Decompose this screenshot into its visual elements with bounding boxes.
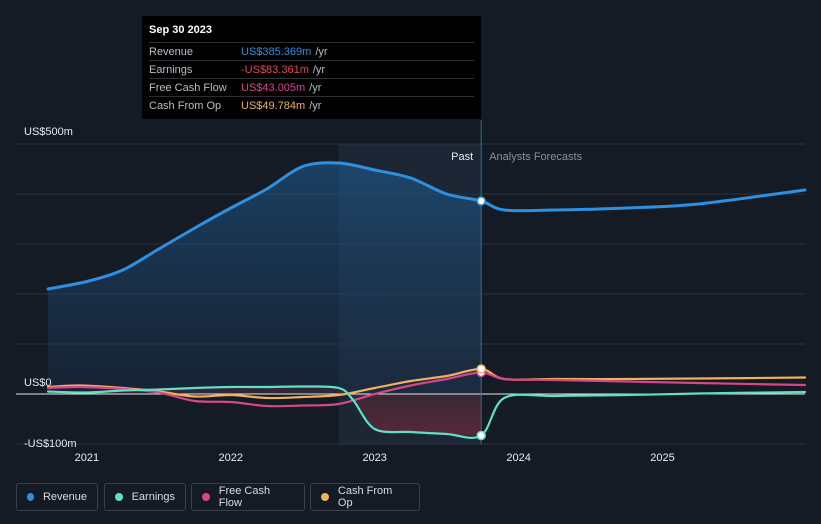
tooltip-label: Revenue [149, 45, 194, 58]
tooltip-value: US$49.784m [241, 99, 306, 112]
tooltip-value: -US$83.361m [241, 63, 309, 76]
tooltip-date: Sep 30 2023 [149, 24, 212, 36]
x-axis-tick-label: 2024 [506, 452, 530, 464]
legend-revenue[interactable]: Revenue [16, 483, 98, 511]
tooltip-row-cash-from-op: Cash From Op US$49.784m /yr [149, 96, 474, 114]
legend-label: Earnings [131, 491, 175, 503]
legend-label: Free Cash Flow [218, 485, 271, 509]
x-axis-tick-label: 2023 [362, 452, 386, 464]
tooltip-unit: /yr [309, 99, 322, 112]
legend-dot-icon [27, 493, 34, 501]
tooltip-row-earnings: Earnings -US$83.361m /yr [149, 60, 474, 78]
y-axis-label: -US$100m [24, 438, 77, 450]
series-marker [476, 430, 486, 441]
x-axis-tick-label: 2022 [219, 452, 243, 464]
tooltip-row-revenue: Revenue US$385.369m /yr [149, 42, 474, 60]
tooltip-row-free-cash-flow: Free Cash Flow US$43.005m /yr [149, 78, 474, 96]
tooltip-unit: /yr [315, 45, 328, 58]
earnings-line [46, 385, 807, 439]
revenue-line [46, 161, 807, 291]
tooltip: Sep 30 2023 Revenue US$385.369m /yr Earn… [142, 16, 481, 119]
legend-free-cash-flow[interactable]: Free Cash Flow [191, 483, 305, 511]
tooltip-unit: /yr [312, 63, 326, 76]
x-axis-tick-label: 2025 [650, 452, 674, 464]
tooltip-value: US$43.005m [241, 81, 306, 94]
y-axis-label: US$0 [24, 377, 52, 389]
legend-dot-icon [321, 493, 329, 501]
legend-label: Cash From Op [337, 485, 393, 509]
x-axis-tick-label: 2021 [75, 452, 99, 464]
y-axis-label: US$500m [24, 126, 73, 138]
tooltip-label: Earnings [149, 63, 193, 76]
tooltip-value: US$385.369m [241, 45, 312, 58]
legend-dot-icon [115, 493, 123, 501]
revenue-area [48, 162, 482, 394]
legend-earnings[interactable]: Earnings [104, 483, 186, 511]
legend-label: Revenue [42, 491, 87, 503]
forecast-label: Analysts Forecasts [489, 151, 582, 163]
earnings-area [48, 386, 482, 436]
series-marker [476, 196, 486, 206]
legend-cash-from-op[interactable]: Cash From Op [310, 483, 420, 511]
tooltip-label: Cash From Op [149, 99, 222, 112]
legend-dot-icon [202, 493, 210, 501]
past-label: Past [451, 151, 473, 163]
tooltip-unit: /yr [309, 81, 322, 94]
free-cash-flow-line [46, 371, 807, 408]
tooltip-label: Free Cash Flow [149, 81, 227, 94]
series-marker [476, 364, 486, 374]
